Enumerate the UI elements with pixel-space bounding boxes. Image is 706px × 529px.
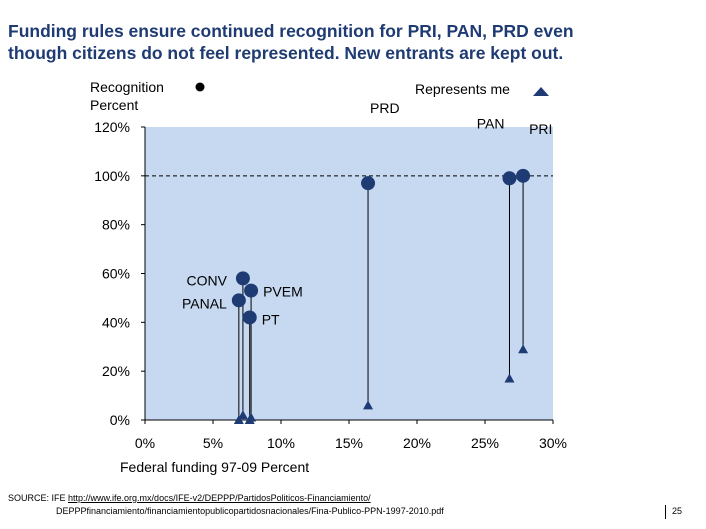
circle-pvem	[244, 283, 259, 298]
point-label-pri: PRI	[529, 121, 552, 137]
x-axis-label: Federal funding 97-09 Percent	[120, 459, 309, 475]
x-tick-label: 30%	[539, 435, 567, 451]
page-title: Funding rules ensure continued recogniti…	[8, 20, 698, 64]
x-tick-label: 20%	[403, 435, 431, 451]
page-divider	[665, 505, 666, 519]
triangle-pri	[518, 344, 529, 354]
legend-represents-me-label: Represents me	[415, 81, 510, 97]
y-tick-label: 40%	[102, 314, 130, 330]
x-tick-label: 5%	[203, 435, 223, 451]
circle-pt	[242, 310, 257, 325]
point-label-prd: PRD	[370, 100, 400, 116]
x-tick-label: 25%	[471, 435, 499, 451]
x-tick-label: 10%	[267, 435, 295, 451]
legend-represents-me-marker	[533, 87, 549, 96]
axes: 0% 20% 40% 60% 80% 100% 120% 0% 5% 10% 15% 20% 25% 30…	[94, 119, 567, 451]
circle-pri	[516, 168, 531, 183]
point-label-conv: CONV	[186, 272, 227, 288]
x-tick-label: 0%	[135, 435, 155, 451]
source-link[interactable]: http://www.ife.org.mx/docs/IFE-v2/DEPPP/…	[68, 493, 371, 503]
y-tick-label: 0%	[110, 412, 130, 428]
y-axis-label-line-1: Recognition	[90, 79, 164, 95]
title-line-2: though citizens do not feel represented.…	[8, 43, 564, 63]
triangle-pan	[504, 373, 515, 383]
y-tick-label: 20%	[102, 363, 130, 379]
page-number: 25	[672, 506, 683, 516]
point-label-pt: PT	[262, 311, 280, 327]
markers-group	[231, 168, 531, 424]
chart: 0% 20% 40% 60% 80% 100% 120% 0% 5% 10% 15% 20% 25% 30…	[90, 79, 567, 475]
triangle-conv	[237, 410, 248, 420]
y-tick-label: 80%	[102, 217, 130, 233]
triangle-prd	[363, 400, 374, 410]
triangle-panal	[233, 415, 244, 424]
source-link-continued[interactable]: DEPPPfinanciamiento/financiamientopublic…	[56, 506, 444, 516]
y-tick-label: 100%	[94, 168, 130, 184]
y-tick-label: 60%	[102, 266, 130, 282]
source-label: SOURCE: IFE	[8, 493, 66, 503]
y-tick-label: 120%	[94, 119, 130, 135]
circle-prd	[361, 176, 376, 191]
labels-group: PRI PAN PRD CONV PANAL PVEM PT	[182, 100, 552, 327]
x-tick-label: 15%	[335, 435, 363, 451]
title-line-1: Funding rules ensure continued recogniti…	[8, 21, 574, 41]
legend-recognition-marker	[195, 82, 205, 92]
circle-panal	[231, 293, 246, 308]
point-label-pan: PAN	[477, 115, 505, 131]
circle-pan	[502, 171, 517, 186]
point-label-panal: PANAL	[182, 295, 227, 311]
circle-conv	[235, 271, 250, 286]
triangle-pt	[244, 415, 255, 424]
point-label-pvem: PVEM	[263, 284, 303, 300]
source-note: SOURCE: IFE http://www.ife.org.mx/docs/I…	[8, 492, 648, 518]
y-axis-label-line-2: Percent	[90, 97, 138, 113]
